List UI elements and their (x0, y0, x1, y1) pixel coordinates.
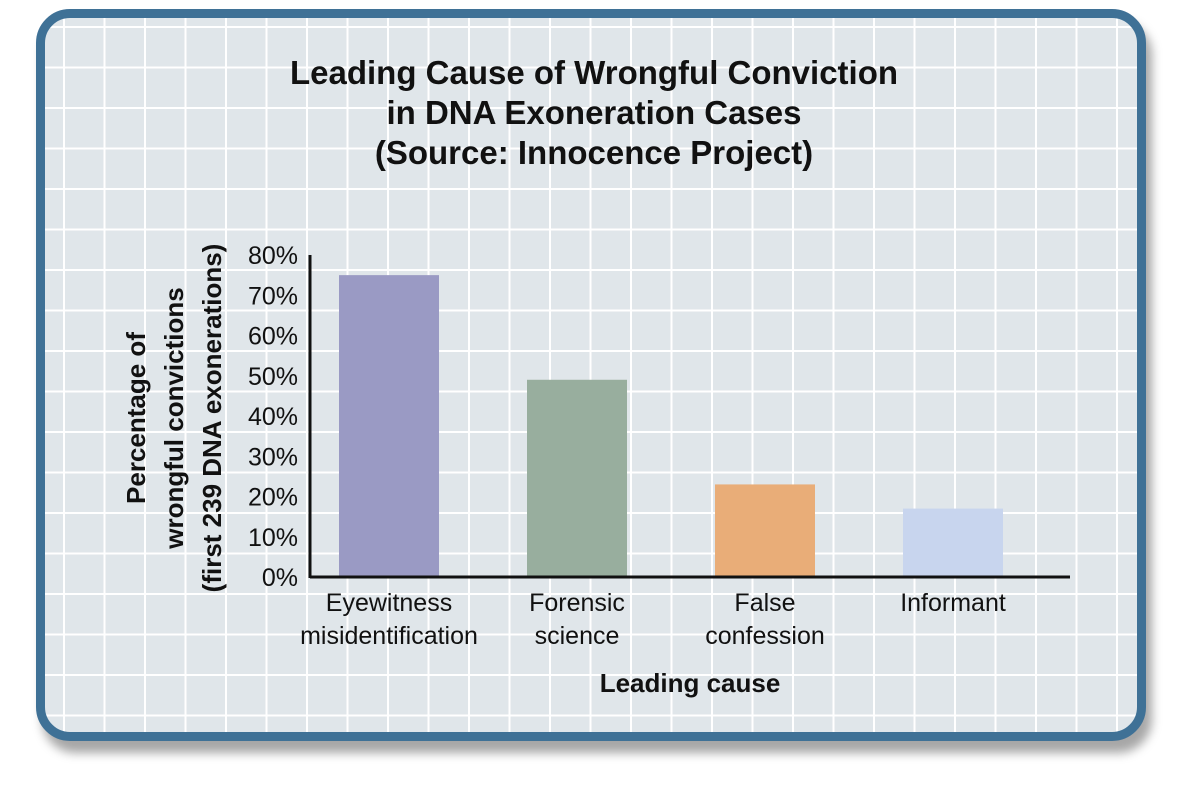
axes (308, 255, 1070, 579)
x-category-label: False (734, 589, 795, 617)
y-axis-ticks: 0% 10% 20% 30% 40% 50% 60% 70% 80% (248, 242, 298, 592)
bar (527, 379, 627, 577)
y-tick-label: 80% (248, 242, 298, 270)
chart-title-line: in DNA Exoneration Cases (386, 94, 801, 131)
x-category-label: Forensic (529, 589, 625, 617)
y-tick-label: 30% (248, 443, 298, 471)
chart-title-line: (Source: Innocence Project) (375, 134, 813, 171)
y-tick-label: 40% (248, 403, 298, 431)
y-tick-label: 50% (248, 363, 298, 391)
y-axis-title-line: (first 239 DNA exonerations) (197, 244, 227, 593)
y-axis-title-line: wrongful convictions (159, 287, 189, 549)
y-axis-title-line: Percentage of (121, 332, 151, 504)
y-tick-label: 20% (248, 484, 298, 512)
x-category-label: confession (705, 622, 825, 650)
x-axis-title: Leading cause (600, 668, 781, 698)
x-category-label: science (535, 622, 620, 650)
chart-frame (36, 9, 1146, 741)
bar (903, 508, 1003, 577)
y-axis-title: Percentage of wrongful convictions (first … (121, 244, 227, 593)
bars (339, 275, 1003, 577)
y-tick-label: 60% (248, 323, 298, 351)
x-axis-categories: Eyewitness misidentification Forensic scien… (300, 589, 1006, 650)
chart-title-line: Leading Cause of Wrongful Conviction (290, 54, 898, 91)
x-category-label: misidentification (300, 622, 478, 650)
bar (339, 275, 439, 577)
y-tick-label: 0% (262, 564, 298, 592)
x-category-label: Eyewitness (326, 589, 452, 617)
y-tick-label: 70% (248, 282, 298, 310)
y-tick-label: 10% (248, 524, 298, 552)
bar (715, 484, 815, 577)
x-category-label: Informant (900, 589, 1006, 617)
